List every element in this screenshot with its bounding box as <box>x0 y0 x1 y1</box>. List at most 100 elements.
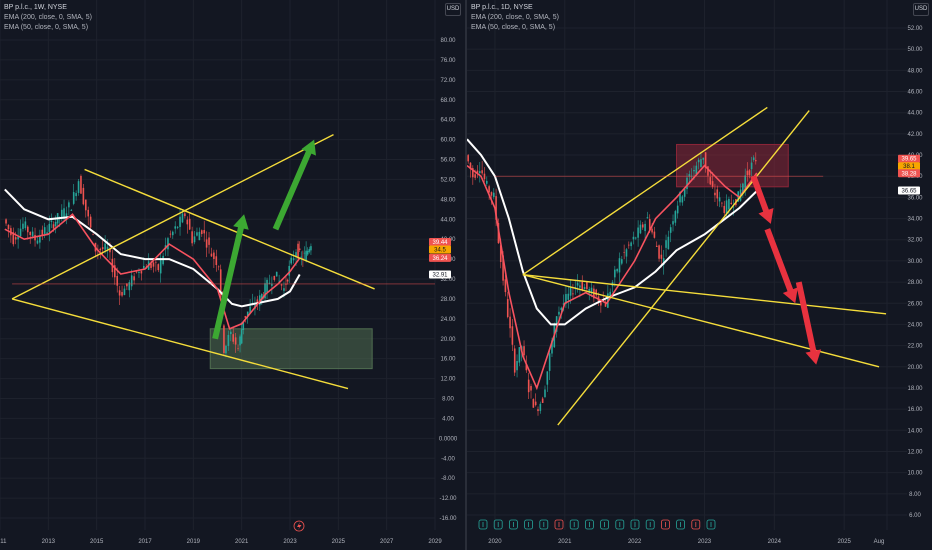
right-candle-body <box>660 254 663 259</box>
left-trendline-0[interactable] <box>11 133 334 300</box>
left-candle-body <box>150 263 152 268</box>
right-candle-body <box>579 285 581 288</box>
right-currency-badge[interactable]: USD <box>913 3 929 16</box>
left-arrow-up-1[interactable] <box>272 139 316 231</box>
left-candle-body <box>298 248 301 250</box>
right-candle-body <box>679 191 681 203</box>
right-ema-200-line[interactable] <box>467 138 758 326</box>
earnings-event-icon[interactable] <box>569 519 579 530</box>
right-candle-body <box>574 286 577 288</box>
left-price-label-text: 36.24 <box>432 256 448 262</box>
right-candle-body <box>658 245 660 259</box>
left-candle-body <box>179 216 181 227</box>
right-y-tick-label: 6.00 <box>909 513 921 519</box>
right-indicator-ema50[interactable]: EMA (50, close, 0, SMA, 5) <box>471 24 556 31</box>
earnings-event-icon-frame <box>600 519 610 530</box>
left-candle-body <box>87 209 90 217</box>
left-candle-body <box>121 292 123 296</box>
earnings-event-icon[interactable] <box>509 519 518 530</box>
left-candle-body <box>70 209 73 211</box>
right-x-tick-label: 2024 <box>768 539 782 545</box>
right-candle-body <box>504 279 507 293</box>
right-candle-body <box>485 180 488 184</box>
right-candle-body <box>702 157 705 160</box>
right-x-tick-label: 2022 <box>628 539 642 545</box>
right-ema-50-line[interactable] <box>467 164 758 391</box>
right-candle-body <box>728 198 730 210</box>
lightning-icon[interactable] <box>293 520 305 532</box>
right-candle-body <box>716 189 719 199</box>
right-indicator-ema200[interactable]: EMA (200, close, 0, SMA, 5) <box>471 14 559 21</box>
right-candle-body <box>630 242 632 247</box>
right-zone-0[interactable] <box>676 143 789 188</box>
left-currency-badge[interactable]: USD <box>445 3 461 16</box>
earnings-event-icon[interactable] <box>600 519 610 530</box>
left-symbol-title[interactable]: BP p.l.c., 1W, NYSE <box>4 4 67 11</box>
right-candle-body <box>709 177 712 185</box>
right-trendline-1[interactable] <box>557 110 810 426</box>
left-candle-body <box>286 279 289 282</box>
earnings-event-icon[interactable] <box>630 519 640 530</box>
left-indicator-ema200[interactable]: EMA (200, close, 0, SMA, 5) <box>4 14 92 21</box>
right-candle-body <box>567 293 570 300</box>
left-candle-body <box>84 199 87 211</box>
left-price-label-bg <box>429 270 451 279</box>
right-candle-body <box>627 244 630 246</box>
left-zone-0[interactable] <box>209 328 373 370</box>
left-indicator-ema50[interactable]: EMA (50, close, 0, SMA, 5) <box>4 24 89 31</box>
right-trendline-0[interactable] <box>522 106 768 276</box>
earnings-event-icon[interactable] <box>524 519 533 530</box>
left-ema-200-line[interactable] <box>4 188 301 308</box>
right-chart-canvas[interactable]: 52.0050.0048.0046.0044.0042.0040.0038.00… <box>467 0 932 550</box>
left-x-tick-label: 2019 <box>187 539 201 545</box>
right-candle-body <box>513 348 516 373</box>
earnings-event-icon[interactable] <box>615 519 625 530</box>
right-price-label-bg <box>898 169 920 178</box>
right-trendline-3[interactable] <box>522 273 880 368</box>
earnings-event-icon[interactable] <box>691 519 701 530</box>
earnings-event-icon[interactable] <box>676 519 686 530</box>
earnings-event-icon-frame <box>478 519 488 530</box>
pane-divider[interactable] <box>465 0 467 550</box>
left-candle-body <box>297 243 299 259</box>
right-candle-body <box>490 192 493 196</box>
right-candle-body <box>479 171 481 174</box>
left-candle-body <box>266 279 268 293</box>
earnings-event-icon[interactable] <box>660 519 670 530</box>
right-price-label-0: 39.65 <box>898 154 920 163</box>
earnings-event-icon[interactable] <box>539 519 549 530</box>
left-chart-pane[interactable]: 80.00 76.00 72.00 68.00 64.00 60.00 56.00 52.00… <box>0 0 465 550</box>
left-candle-body <box>196 232 198 236</box>
right-arrow-down-1[interactable] <box>764 228 798 304</box>
left-chart-canvas[interactable]: 80.00 76.00 72.00 68.00 64.00 60.00 56.00 52.00… <box>0 0 465 550</box>
left-trendline-2[interactable] <box>84 168 375 290</box>
earnings-event-icon[interactable] <box>554 519 564 530</box>
left-candle-body <box>43 227 46 234</box>
left-candle-body <box>208 237 210 245</box>
left-arrow-up-0[interactable] <box>212 214 249 340</box>
right-symbol-title[interactable]: BP p.l.c., 1D, NYSE <box>471 4 533 11</box>
left-candle-body <box>63 208 65 219</box>
earnings-event-icon[interactable] <box>706 519 716 530</box>
right-arrow-down-0[interactable] <box>750 175 774 224</box>
earnings-event-icon[interactable] <box>493 519 503 530</box>
left-candle-body <box>193 236 196 243</box>
earnings-event-icon[interactable] <box>478 519 488 530</box>
right-arrow-down-2[interactable] <box>795 281 822 365</box>
right-chart-pane[interactable]: 52.0050.0048.0046.0044.0042.0040.0038.00… <box>467 0 932 550</box>
left-price-label-bg <box>429 253 451 262</box>
left-candle-body <box>31 231 34 237</box>
left-candle-body <box>308 249 311 252</box>
left-price-label-text: 32.91 <box>432 272 448 278</box>
left-candle-body <box>68 202 70 208</box>
left-ema-50-line[interactable] <box>4 213 301 330</box>
earnings-event-icon[interactable] <box>585 519 594 530</box>
earnings-event-icon-frame <box>615 519 625 530</box>
earnings-event-icon[interactable] <box>645 519 655 530</box>
left-candle-body <box>77 181 80 193</box>
left-trendline-1[interactable] <box>11 298 349 390</box>
right-candle-body <box>476 170 479 174</box>
right-x-tick-label: 2020 <box>488 539 502 545</box>
right-trendline-2[interactable] <box>522 273 887 315</box>
right-candle-body <box>665 240 667 248</box>
